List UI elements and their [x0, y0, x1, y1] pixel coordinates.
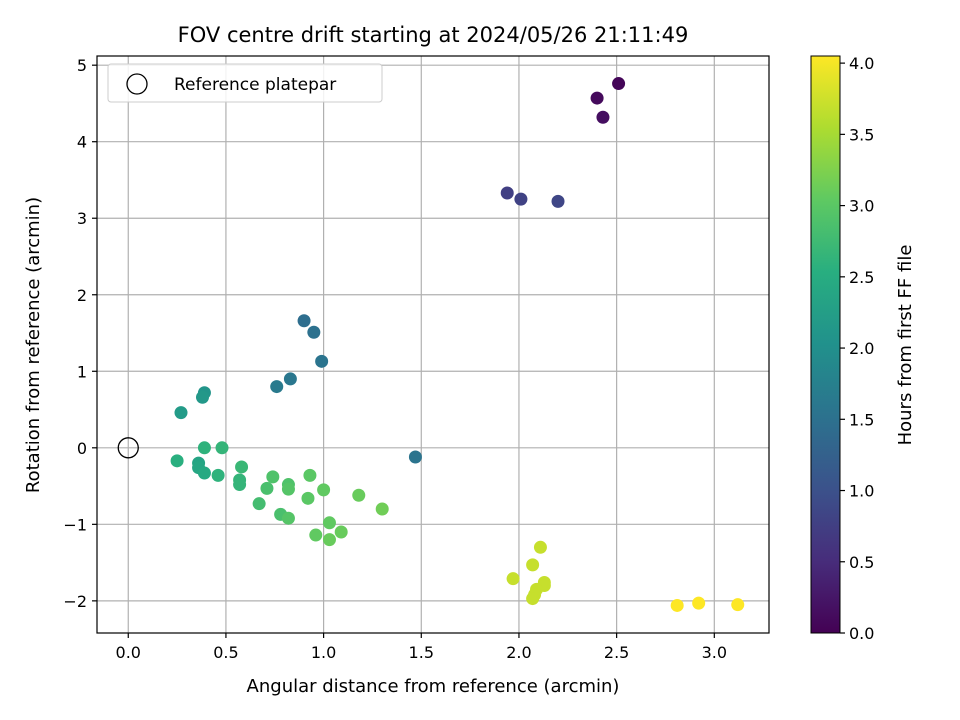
data-point — [533, 540, 547, 554]
y-tick-label: 4 — [77, 133, 87, 152]
legend-label-reference: Reference platepar — [174, 75, 336, 95]
legend: Reference platepar — [107, 63, 383, 103]
data-point — [322, 533, 336, 547]
colorbar-tick-label: 3.0 — [849, 197, 874, 216]
data-point — [270, 380, 284, 394]
data-point — [197, 441, 211, 455]
data-points — [117, 77, 745, 612]
colorbar-tick-label: 0.0 — [849, 624, 874, 643]
data-point — [174, 406, 188, 420]
y-tick-label: 0 — [77, 439, 87, 458]
data-point — [260, 481, 274, 495]
x-tick-label: 1.0 — [311, 643, 336, 662]
x-tick-label: 1.5 — [409, 643, 434, 662]
chart-title: FOV centre drift starting at 2024/05/26 … — [178, 23, 689, 47]
data-point — [281, 511, 295, 525]
data-point — [215, 441, 229, 455]
data-point — [283, 372, 297, 386]
data-point — [731, 598, 745, 612]
data-point — [551, 194, 565, 208]
data-point — [252, 497, 266, 511]
colorbar — [810, 55, 841, 634]
reference-platepar-marker — [117, 437, 139, 459]
data-point — [408, 450, 422, 464]
data-point — [506, 572, 520, 586]
legend-box — [107, 63, 383, 103]
data-point — [281, 482, 295, 496]
y-tick-label: 5 — [77, 56, 87, 75]
y-tick-label: 2 — [77, 286, 87, 305]
x-tick-label: 0.0 — [116, 643, 141, 662]
data-point — [612, 77, 626, 91]
x-tick-label: 0.5 — [213, 643, 238, 662]
plot-frame — [96, 55, 770, 634]
data-point — [170, 454, 184, 468]
data-point — [692, 596, 706, 610]
colorbar-ticks: 0.0 0.5 1.0 1.5 2.0 2.5 3.0 3.5 4.0 — [840, 54, 874, 643]
data-point — [514, 192, 528, 206]
colorbar-tick-label: 0.5 — [849, 553, 874, 572]
colorbar-tick-label: 3.5 — [849, 125, 874, 144]
data-point — [301, 491, 315, 505]
data-point — [307, 325, 321, 339]
y-tick-label: −1 — [63, 515, 87, 534]
legend-marker-reference — [126, 73, 148, 95]
data-point — [375, 502, 389, 516]
data-point — [526, 558, 540, 572]
data-point — [211, 468, 225, 482]
data-point — [235, 460, 249, 474]
data-point — [233, 478, 247, 492]
y-tick-label: −2 — [63, 592, 87, 611]
data-point — [670, 598, 684, 612]
y-axis-ticks: −2 −1 0 1 2 3 4 5 — [63, 56, 97, 611]
y-tick-label: 3 — [77, 209, 87, 228]
x-axis-ticks: 0.0 0.5 1.0 1.5 2.0 2.5 3.0 — [116, 633, 727, 662]
data-point — [596, 110, 610, 124]
data-point — [352, 488, 366, 502]
data-point — [266, 470, 280, 484]
colorbar-tick-label: 2.5 — [849, 268, 874, 287]
colorbar-tick-label: 4.0 — [849, 54, 874, 73]
colorbar-tick-label: 2.0 — [849, 339, 874, 358]
data-point — [500, 186, 514, 200]
colorbar-tick-label: 1.0 — [849, 482, 874, 501]
y-axis-label: Rotation from reference (arcmin) — [23, 197, 44, 493]
x-tick-label: 3.0 — [702, 643, 727, 662]
x-axis-label: Angular distance from reference (arcmin) — [247, 676, 620, 697]
data-point — [309, 528, 323, 542]
colorbar-tick-label: 1.5 — [849, 410, 874, 429]
data-point — [315, 354, 329, 368]
colorbar-label: Hours from first FF file — [895, 245, 916, 446]
x-tick-label: 2.5 — [604, 643, 629, 662]
data-point — [322, 516, 336, 530]
data-point — [334, 525, 348, 539]
data-point — [197, 466, 211, 480]
x-tick-label: 2.0 — [506, 643, 531, 662]
data-point — [195, 390, 209, 404]
data-point — [590, 91, 604, 105]
data-point — [526, 592, 540, 606]
data-point — [297, 314, 311, 328]
data-point — [317, 483, 331, 497]
data-point — [303, 468, 317, 482]
y-tick-label: 1 — [77, 362, 87, 381]
grid — [97, 56, 769, 633]
